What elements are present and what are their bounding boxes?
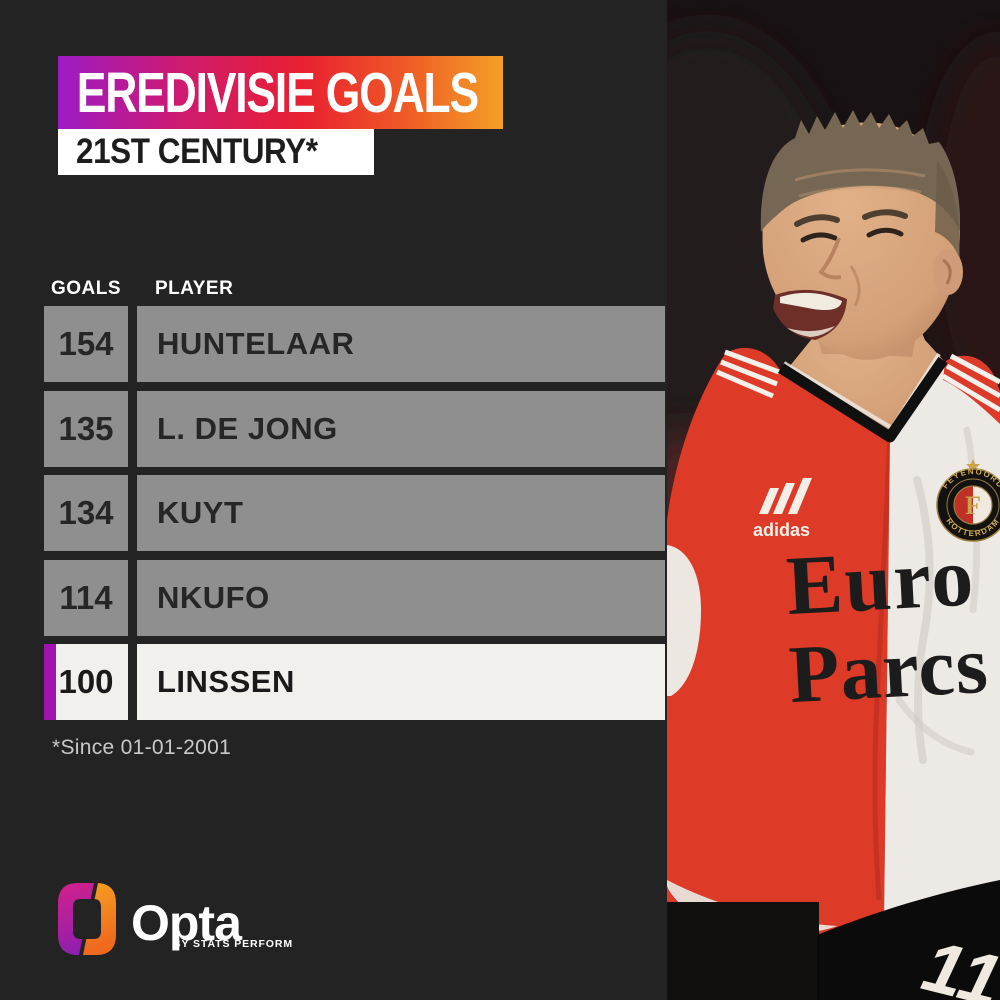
goals-value: 134	[58, 494, 114, 531]
highlight-bar	[44, 644, 56, 720]
sponsor-text: Euro Parcs	[784, 530, 991, 720]
goals-cell: 114	[44, 560, 128, 636]
player-cell: LINSSEN	[137, 644, 665, 720]
player-cell: NKUFO	[137, 560, 665, 636]
player-cell: KUYT	[137, 475, 665, 551]
sponsor-line2: Parcs	[787, 619, 991, 720]
table-row: 100 LINSSEN	[44, 644, 665, 720]
table-row: 114 NKUFO	[44, 560, 665, 636]
crest-letter: F	[965, 491, 981, 520]
eyes	[800, 227, 904, 243]
eyebrows	[794, 209, 908, 227]
footnote: *Since 01-01-2001	[52, 736, 232, 759]
shorts	[817, 880, 1000, 1000]
goals-cell: 134	[44, 475, 128, 551]
goals-cell: 135	[44, 391, 128, 467]
sponsor-line1: Euro	[784, 530, 977, 633]
player-cell: HUNTELAAR	[137, 306, 665, 382]
adidas-logo-icon: adidas	[753, 478, 812, 540]
goals-cell: 154	[44, 306, 128, 382]
player-name: HUNTELAAR	[157, 326, 355, 361]
column-header-player: PLAYER	[155, 278, 234, 299]
column-header-goals: GOALS	[51, 278, 122, 299]
goals-cell: 100	[44, 644, 128, 720]
shirt-red-half	[667, 348, 890, 1000]
title-banner: EREDIVISIE GOALS	[58, 56, 503, 129]
player-cell: L. DE JONG	[137, 391, 665, 467]
player-name: NKUFO	[157, 580, 270, 615]
player-name: L. DE JONG	[157, 411, 338, 446]
player-name: LINSSEN	[157, 664, 295, 699]
page-subtitle: 21ST CENTURY*	[76, 132, 318, 171]
player-photo: 11 adidas FEYENOORD ROTTERDAM F	[667, 0, 1000, 1000]
adidas-wordmark: adidas	[753, 520, 810, 540]
table-row: 154 HUNTELAAR	[44, 306, 665, 382]
table-row: 135 L. DE JONG	[44, 391, 665, 467]
goals-value: 114	[59, 579, 113, 616]
goals-value: 100	[58, 663, 114, 700]
opta-wordmark: Opta	[131, 895, 242, 951]
smiling-mouth	[773, 289, 847, 340]
opta-tagline: BY STATS PERFORM	[173, 938, 293, 950]
table-row: 134 KUYT	[44, 475, 665, 551]
subtitle-banner: 21ST CENTURY*	[58, 129, 374, 175]
collar	[778, 356, 948, 443]
goals-value: 154	[58, 325, 114, 362]
shoulder-stripes	[716, 349, 1000, 413]
feyenoord-crest-icon: FEYENOORD ROTTERDAM F	[936, 459, 1000, 542]
page-title: EREDIVISIE GOALS	[76, 60, 479, 125]
ear	[933, 249, 963, 295]
nose	[818, 237, 842, 280]
goals-value: 135	[58, 410, 114, 447]
player-name: KUYT	[157, 495, 244, 530]
opta-logo-icon	[58, 883, 116, 955]
